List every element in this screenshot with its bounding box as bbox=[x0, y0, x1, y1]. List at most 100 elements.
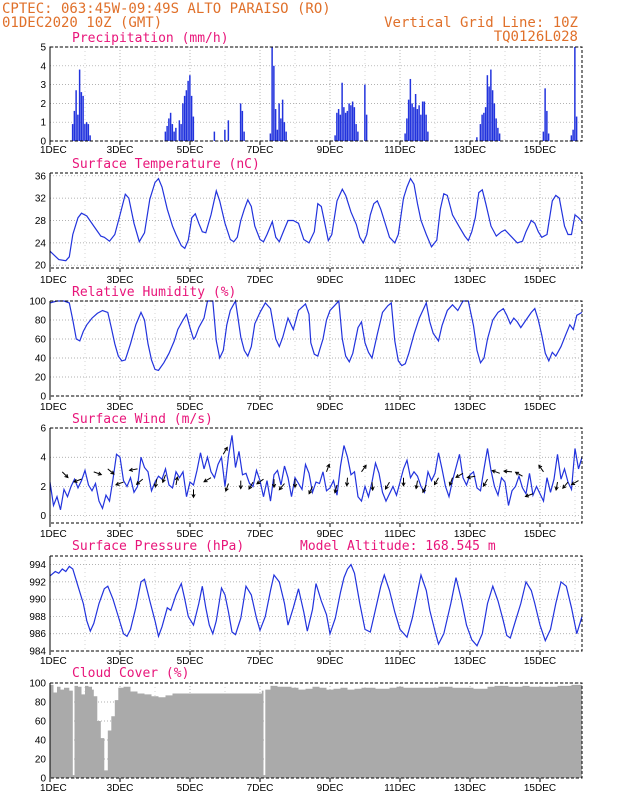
y-tick-label: 80 bbox=[35, 316, 47, 327]
model-altitude-annotation: Model Altitude: 168.545 m bbox=[300, 539, 496, 554]
wind-arrow-head bbox=[414, 485, 419, 490]
wind-arrow-head bbox=[538, 464, 543, 469]
x-tick-label: 9DEC bbox=[317, 529, 344, 540]
x-tick-label: 3DEC bbox=[107, 402, 134, 413]
temperature-title: Surface Temperature (nC) bbox=[72, 157, 260, 172]
wind-arrow-shaft bbox=[515, 471, 523, 477]
wind-arrow-head bbox=[256, 480, 261, 485]
wind-arrow-head bbox=[482, 482, 487, 487]
wind-arrow bbox=[570, 480, 579, 486]
precip-bar bbox=[173, 131, 175, 141]
precip-bar bbox=[213, 131, 216, 141]
precip-bar bbox=[413, 107, 415, 141]
x-tick-label: 5DEC bbox=[177, 145, 204, 156]
wind-arrow-shaft bbox=[422, 484, 427, 493]
x-tick-label: 3DEC bbox=[107, 275, 134, 286]
wind-arrow-shaft bbox=[434, 477, 439, 485]
wind-arrow bbox=[222, 446, 228, 455]
wind-arrow bbox=[433, 477, 439, 486]
precip-bar bbox=[269, 133, 272, 141]
x-tick-label: 13DEC bbox=[454, 145, 486, 156]
precip-bar bbox=[483, 112, 485, 141]
wind-arrow-head bbox=[191, 494, 196, 499]
precip-bar bbox=[484, 107, 487, 141]
wind-arrow-shaft bbox=[61, 471, 69, 478]
panel-frame bbox=[49, 427, 583, 524]
x-tick-label: 1DEC bbox=[40, 783, 67, 794]
y-tick-label: 986 bbox=[29, 629, 46, 640]
precip-bar bbox=[166, 125, 168, 141]
y-tick-label: 994 bbox=[29, 560, 46, 571]
precip-bar bbox=[357, 131, 359, 141]
x-tick-label: 3DEC bbox=[107, 529, 134, 540]
wind-arrow-shaft bbox=[136, 478, 144, 485]
x-tick-label: 9DEC bbox=[317, 656, 344, 667]
precip-bar bbox=[241, 110, 244, 141]
wind-arrow-head bbox=[73, 478, 78, 483]
wind-arrow-shaft bbox=[385, 481, 390, 490]
precip-bar bbox=[334, 135, 336, 141]
x-tick-label: 9DEC bbox=[317, 145, 344, 156]
x-tick-label: 5DEC bbox=[177, 402, 204, 413]
wind-arrow bbox=[370, 482, 375, 492]
series-line bbox=[49, 299, 583, 372]
cloud-cover-title: Cloud Cover (%) bbox=[72, 666, 189, 681]
wind-arrow-shaft bbox=[222, 447, 228, 455]
wind-arrow-shaft bbox=[467, 475, 476, 479]
precip-bar bbox=[276, 129, 279, 141]
x-tick-label: 15DEC bbox=[524, 145, 556, 156]
wind-arrow bbox=[115, 481, 124, 486]
wind-arrow-shaft bbox=[361, 465, 367, 473]
wind-arrow-shaft bbox=[129, 468, 138, 471]
x-tick-label: 11DEC bbox=[384, 783, 416, 794]
wind-arrow-shaft bbox=[225, 483, 229, 492]
precip-bar bbox=[344, 112, 347, 141]
precip-bar bbox=[274, 109, 277, 141]
x-tick-label: 1DEC bbox=[40, 145, 67, 156]
precip-bar bbox=[89, 135, 91, 141]
wind-arrow bbox=[191, 489, 196, 499]
wind-arrow-shaft bbox=[538, 465, 544, 473]
y-tick-label: 0 bbox=[40, 392, 46, 403]
x-tick-label: 3DEC bbox=[107, 145, 134, 156]
wind-arrow bbox=[562, 481, 569, 490]
y-tick-label: 6 bbox=[40, 424, 46, 435]
wind-arrow-shaft bbox=[562, 481, 569, 489]
x-tick-label: 11DEC bbox=[384, 529, 416, 540]
y-tick-label: 100 bbox=[29, 679, 46, 690]
wind-arrow-shaft bbox=[525, 493, 534, 497]
precip-bar bbox=[84, 124, 86, 141]
wind-arrow bbox=[384, 481, 390, 490]
precip-bar bbox=[491, 90, 494, 141]
wind-arrow bbox=[514, 471, 523, 477]
wind-arrow-head bbox=[161, 478, 166, 484]
y-tick-label: 60 bbox=[35, 717, 47, 728]
precip-bar bbox=[421, 101, 424, 141]
panel-2: 0 20 40 60 80 100 1DEC 3DEC 5DEC 7DEC 9DEC 11DEC 13D… bbox=[29, 297, 583, 413]
precip-bar bbox=[547, 133, 550, 141]
pressure-title: Surface Pressure (hPa) bbox=[72, 539, 244, 554]
wind-arrow-shaft bbox=[162, 474, 166, 483]
precip-bar bbox=[364, 84, 366, 141]
x-tick-label: 15DEC bbox=[524, 529, 556, 540]
wind-arrow-shaft bbox=[203, 477, 212, 483]
precip-bar bbox=[414, 94, 417, 141]
precip-bar bbox=[78, 69, 81, 141]
wind-arrow bbox=[466, 475, 476, 480]
wind-arrow-shaft bbox=[278, 483, 285, 490]
wind-arrow-head bbox=[115, 481, 120, 486]
x-tick-label: 9DEC bbox=[317, 402, 344, 413]
wind-arrow-head bbox=[278, 486, 283, 491]
precip-bar bbox=[175, 127, 177, 141]
panel-frame bbox=[49, 46, 583, 142]
wind-arrow bbox=[502, 469, 513, 474]
wind-arrow-shaft bbox=[93, 471, 102, 476]
precip-bar bbox=[185, 90, 188, 141]
y-tick-label: 20 bbox=[35, 373, 47, 384]
precip-bar bbox=[336, 112, 338, 141]
precip-bar bbox=[570, 135, 573, 141]
x-tick-label: 7DEC bbox=[247, 656, 274, 667]
wind-arrow bbox=[224, 483, 229, 493]
precip-bar bbox=[490, 69, 492, 141]
wind-arrow-shaft bbox=[571, 480, 579, 486]
